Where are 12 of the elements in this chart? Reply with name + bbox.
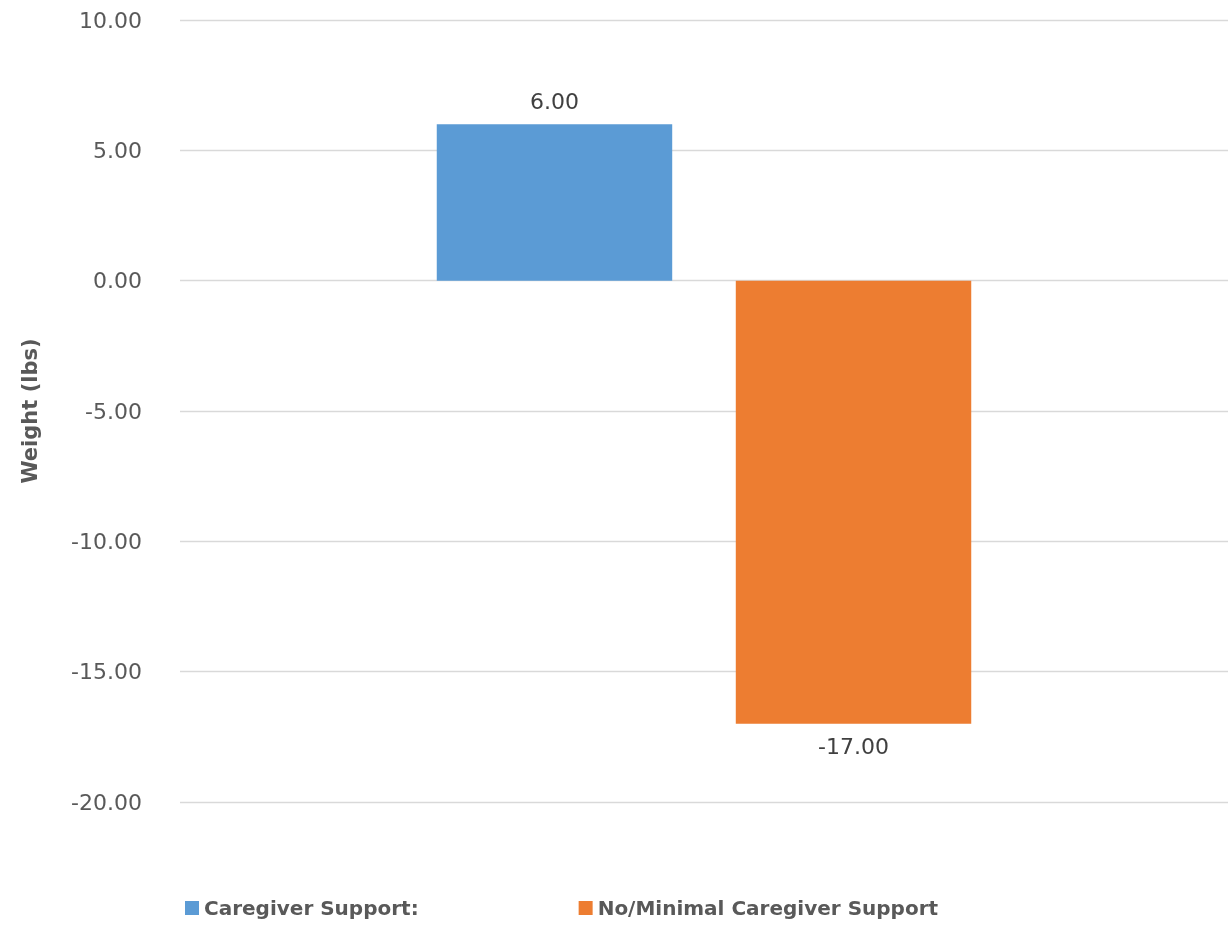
y-tick-label: 10.00 bbox=[79, 7, 142, 33]
y-tick-label: -5.00 bbox=[85, 398, 142, 424]
y-tick-label: -20.00 bbox=[71, 789, 142, 815]
legend-label: No/Minimal Caregiver Support bbox=[597, 896, 939, 920]
data-label: -17.00 bbox=[818, 734, 889, 760]
data-label: 6.00 bbox=[529, 88, 579, 114]
y-tick-label: 0.00 bbox=[93, 268, 142, 294]
y-axis-title: Weight (lbs) bbox=[17, 338, 42, 484]
y-tick-label: 5.00 bbox=[93, 137, 142, 163]
y-tick-label: -10.00 bbox=[71, 528, 142, 554]
legend-label: Caregiver Support: bbox=[204, 896, 419, 920]
y-tick-label: -15.00 bbox=[71, 659, 142, 685]
